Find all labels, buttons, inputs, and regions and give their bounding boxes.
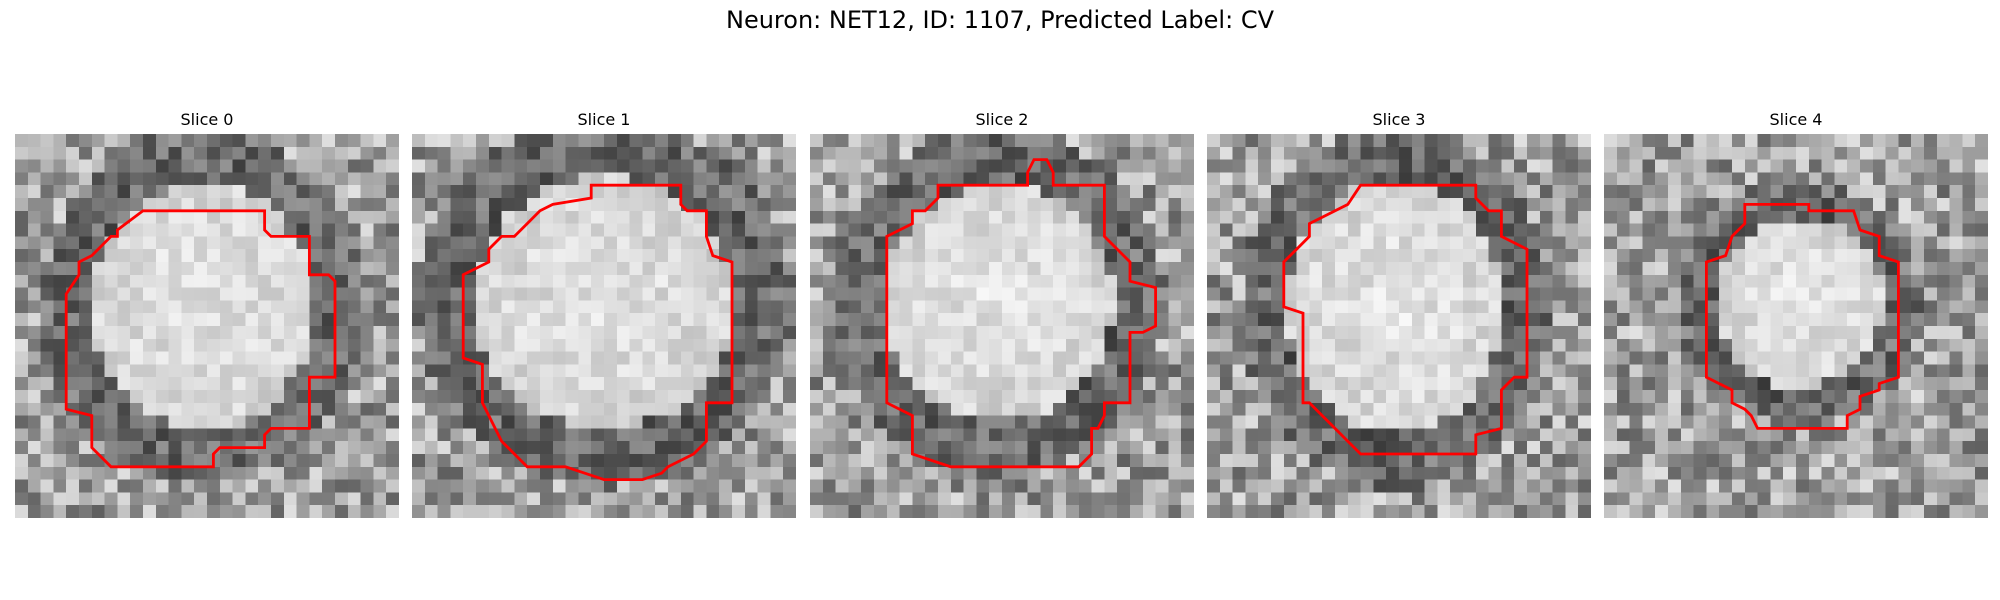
contour-4 xyxy=(1704,202,1900,430)
contour-0 xyxy=(64,209,337,469)
contour-3 xyxy=(1282,183,1529,456)
slice-title-4: Slice 4 xyxy=(1769,110,1823,129)
contour-1 xyxy=(461,183,734,482)
slice-image-4 xyxy=(1604,134,1988,518)
slice-image-3 xyxy=(1207,134,1591,518)
slice-pixels-4 xyxy=(1604,134,1988,518)
slice-pixels-0 xyxy=(15,134,399,518)
slice-image-0 xyxy=(15,134,399,518)
figure-title: Neuron: NET12, ID: 1107, Predicted Label… xyxy=(726,6,1274,34)
slice-title-3: Slice 3 xyxy=(1372,110,1426,129)
slice-title-2: Slice 2 xyxy=(975,110,1029,129)
slice-image-1 xyxy=(412,134,796,518)
slice-title-1: Slice 1 xyxy=(577,110,631,129)
slice-pixels-2 xyxy=(810,134,1194,518)
slice-image-2 xyxy=(810,134,1194,518)
slice-pixels-3 xyxy=(1207,134,1591,518)
slice-title-0: Slice 0 xyxy=(180,110,234,129)
slice-pixels-1 xyxy=(412,134,796,518)
contour-2 xyxy=(885,158,1158,469)
